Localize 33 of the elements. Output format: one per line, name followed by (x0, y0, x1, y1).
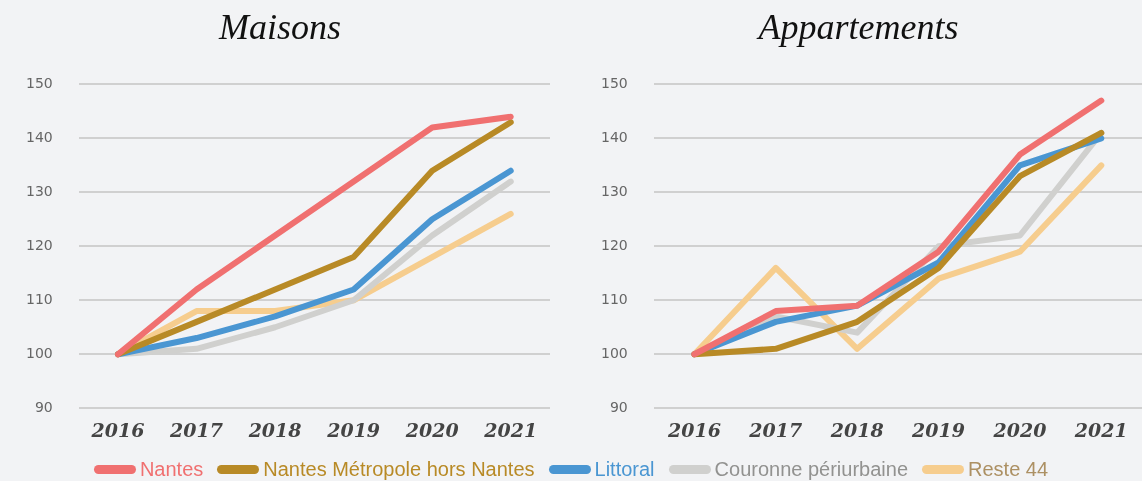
x-tick-label: 2018 (247, 418, 302, 441)
x-tick-label: 2020 (992, 418, 1047, 441)
legend-label: Littoral (594, 458, 655, 481)
x-tick-label: 2017 (748, 418, 803, 441)
legend-label: Nantes (139, 458, 204, 481)
y-tick-label: 110 (25, 290, 53, 307)
x-tick-label: 2016 (90, 418, 145, 441)
y-tick-label: 90 (34, 398, 53, 415)
y-tick-label: 120 (25, 236, 53, 253)
y-tick-label: 120 (600, 236, 628, 253)
x-tick-label: 2021 (483, 418, 538, 441)
x-tick-label: 2019 (911, 418, 965, 441)
y-tick-label: 150 (25, 75, 53, 92)
legend-label: Reste 44 (968, 458, 1049, 481)
legend-label: Couronne périurbaine (714, 458, 909, 481)
y-tick-label: 100 (25, 344, 53, 361)
chart-title: Maisons (217, 6, 342, 48)
x-tick-label: 2018 (829, 418, 884, 441)
y-tick-label: 90 (609, 398, 628, 415)
x-tick-label: 2017 (169, 418, 223, 441)
x-tick-label: 2021 (1073, 418, 1128, 441)
x-tick-label: 2019 (326, 418, 381, 441)
y-tick-label: 130 (600, 182, 628, 199)
y-tick-label: 140 (25, 129, 53, 146)
x-tick-label: 2016 (666, 418, 721, 441)
chart-title: Appartements (755, 6, 960, 48)
y-tick-label: 140 (600, 129, 628, 146)
legend-label: Nantes Métropole hors Nantes (263, 458, 535, 481)
y-tick-label: 100 (600, 344, 628, 361)
y-tick-label: 110 (600, 290, 628, 307)
y-tick-label: 150 (600, 75, 628, 92)
x-tick-label: 2020 (404, 418, 459, 441)
y-tick-label: 130 (25, 182, 53, 199)
